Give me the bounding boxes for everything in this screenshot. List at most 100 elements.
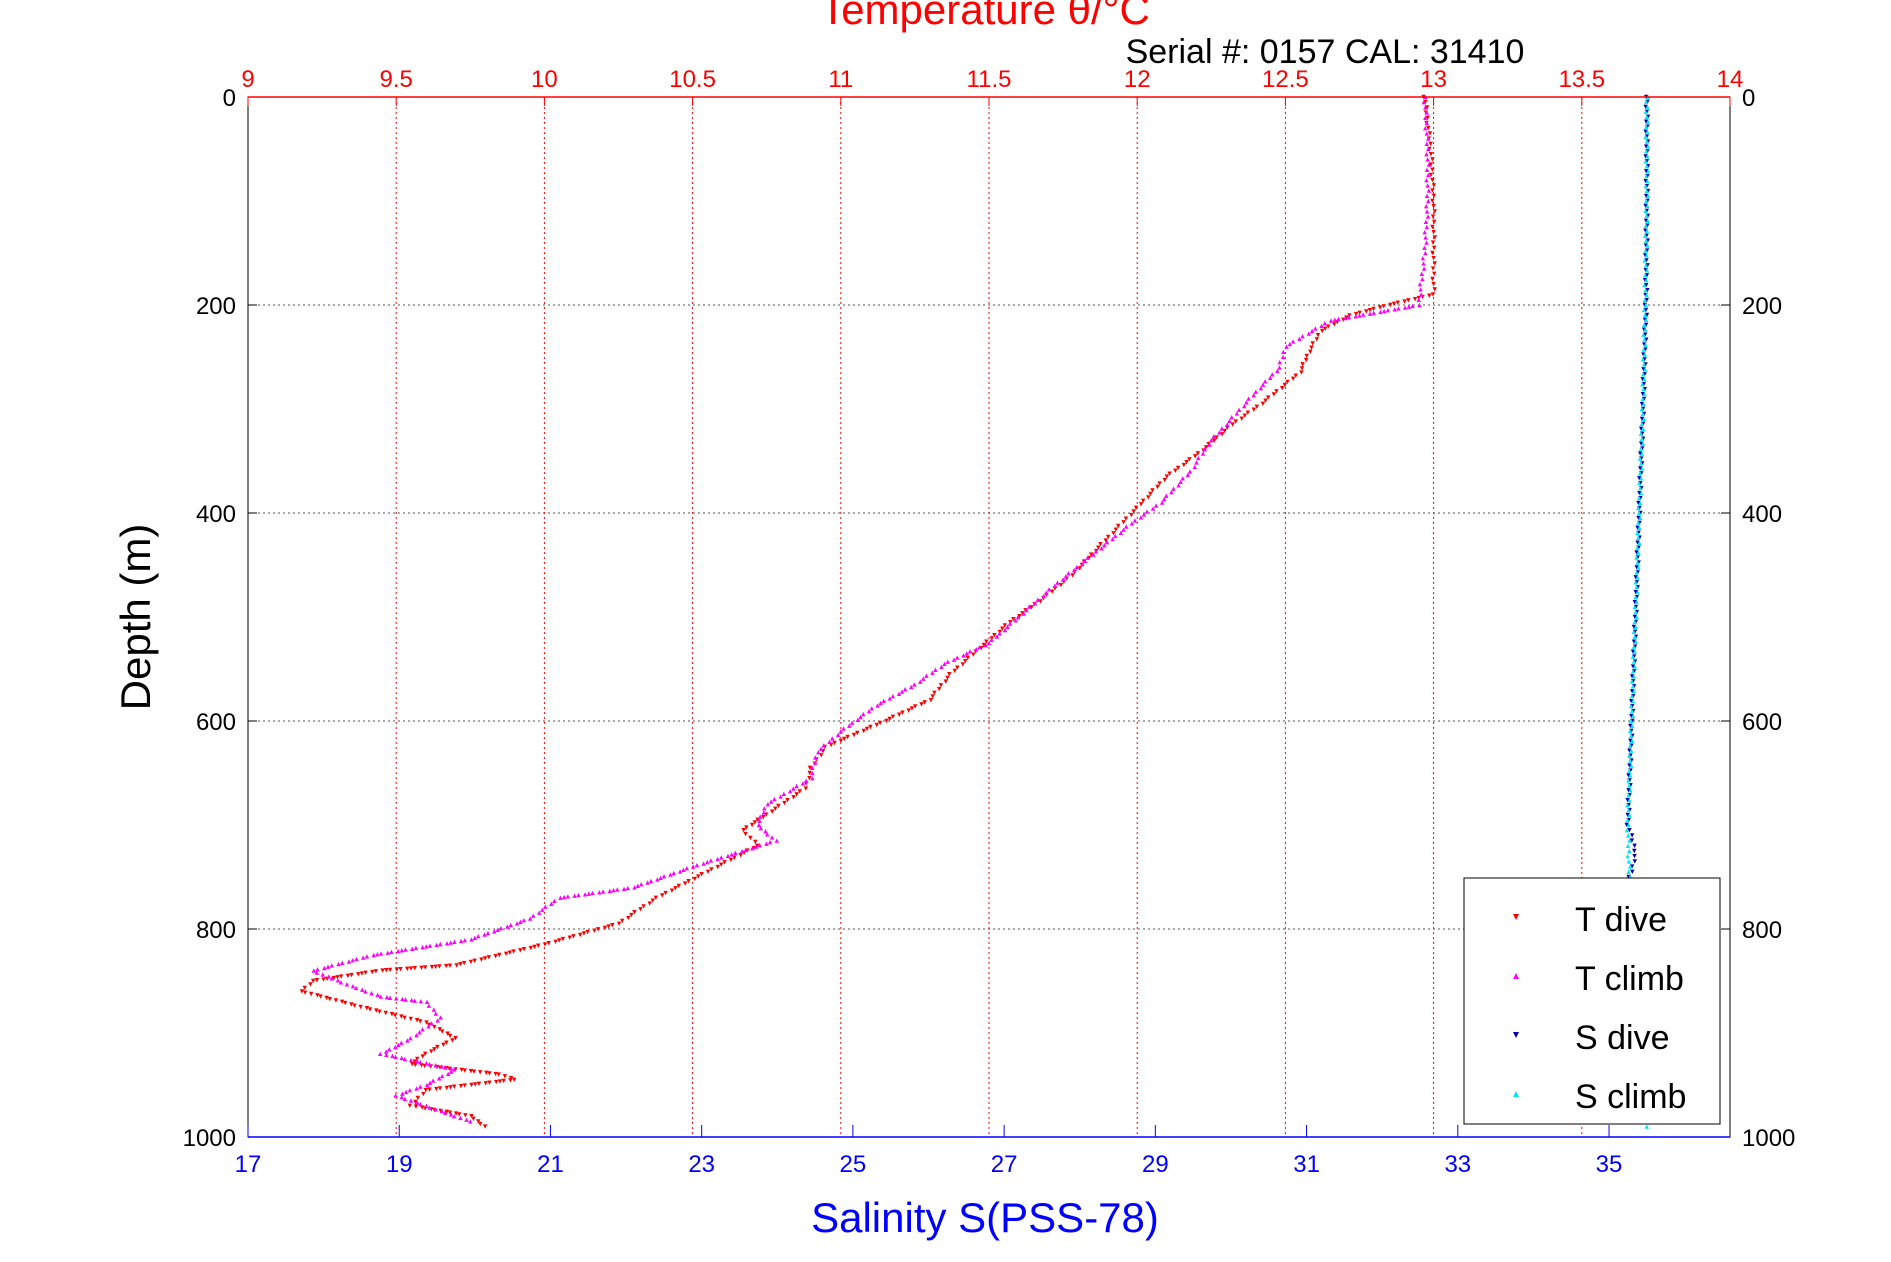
data-point (1098, 542, 1103, 547)
data-point (477, 1070, 483, 1075)
data-point (845, 734, 850, 740)
data-point (413, 1104, 419, 1109)
data-point (1432, 287, 1437, 292)
data-point (461, 960, 467, 966)
data-point (1638, 446, 1644, 451)
data-point (420, 1054, 425, 1059)
data-point (1138, 515, 1144, 520)
data-point (458, 1115, 463, 1121)
data-point (1300, 362, 1305, 367)
data-point (549, 901, 554, 906)
data-point (1643, 154, 1648, 159)
y-tick-label-left: 600 (196, 709, 236, 736)
data-point (1229, 414, 1234, 420)
data-point (691, 864, 696, 869)
data-point (511, 949, 516, 954)
data-point (1643, 342, 1648, 347)
data-point (1124, 524, 1129, 529)
data-point (1424, 141, 1429, 146)
temperature-tick-label: 14 (1717, 66, 1744, 93)
data-point (1277, 365, 1282, 370)
data-point (1297, 336, 1302, 341)
data-point (314, 978, 320, 983)
data-point (761, 815, 766, 820)
data-point (1424, 178, 1429, 183)
data-point (753, 839, 758, 845)
data-point (1219, 426, 1225, 431)
data-point (1424, 105, 1430, 110)
data-point (813, 760, 818, 765)
data-point (1131, 509, 1136, 514)
data-point (791, 795, 796, 800)
data-point (1421, 266, 1427, 271)
data-point (1430, 178, 1435, 183)
data-point (360, 987, 365, 992)
data-point (1634, 550, 1639, 555)
data-point (1262, 379, 1268, 384)
data-point (974, 647, 979, 652)
data-point (302, 990, 308, 995)
data-point (768, 799, 774, 804)
data-point (776, 803, 781, 809)
data-point (1017, 614, 1022, 619)
legend-marker (1513, 1032, 1519, 1038)
data-point (1625, 798, 1630, 803)
data-point (311, 978, 316, 984)
data-point (439, 1073, 445, 1079)
data-point (437, 1027, 442, 1032)
data-point (408, 1016, 413, 1022)
data-point (1633, 624, 1638, 630)
data-point (449, 1069, 454, 1074)
data-point (1428, 141, 1433, 146)
data-point (1242, 413, 1247, 418)
data-point (502, 1074, 508, 1079)
data-point (1644, 99, 1649, 105)
data-point (1643, 307, 1649, 313)
data-point (1306, 331, 1312, 336)
data-point (415, 1056, 420, 1062)
data-point (1644, 164, 1650, 169)
data-point (1102, 543, 1107, 548)
data-point (632, 910, 637, 915)
data-point (1227, 418, 1232, 424)
data-point (1202, 446, 1207, 452)
data-point (803, 786, 809, 791)
data-point (392, 1013, 398, 1018)
data-point (650, 898, 655, 903)
data-point (322, 965, 327, 971)
data-point (424, 1020, 429, 1025)
temperature-tick-label: 11.5 (967, 66, 1012, 93)
data-point (1643, 317, 1649, 323)
data-point (1343, 315, 1348, 321)
data-point (629, 912, 634, 918)
data-point (767, 839, 773, 845)
data-point (1635, 560, 1640, 565)
data-point (851, 732, 857, 738)
data-point (1642, 312, 1648, 318)
data-point (818, 746, 824, 751)
data-point (939, 664, 944, 669)
data-point (1644, 297, 1649, 303)
data-point (781, 791, 787, 796)
data-point (821, 743, 826, 748)
data-point (1279, 386, 1285, 391)
data-point (945, 659, 950, 664)
data-point (955, 665, 960, 670)
data-point (581, 931, 587, 936)
data-point (1423, 235, 1428, 240)
data-point (1431, 183, 1437, 188)
data-point (439, 1029, 445, 1034)
data-point (1430, 157, 1435, 162)
data-point (841, 726, 846, 731)
data-point (1332, 322, 1337, 327)
data-point (769, 809, 775, 814)
data-point (810, 776, 815, 781)
data-point (424, 1060, 429, 1066)
data-point (1625, 802, 1630, 808)
data-point (1253, 389, 1259, 394)
data-point (349, 1002, 354, 1007)
temperature-tick-label: 12 (1124, 66, 1151, 93)
data-point (374, 1008, 379, 1013)
data-point (1319, 328, 1325, 334)
data-point (1639, 466, 1645, 471)
